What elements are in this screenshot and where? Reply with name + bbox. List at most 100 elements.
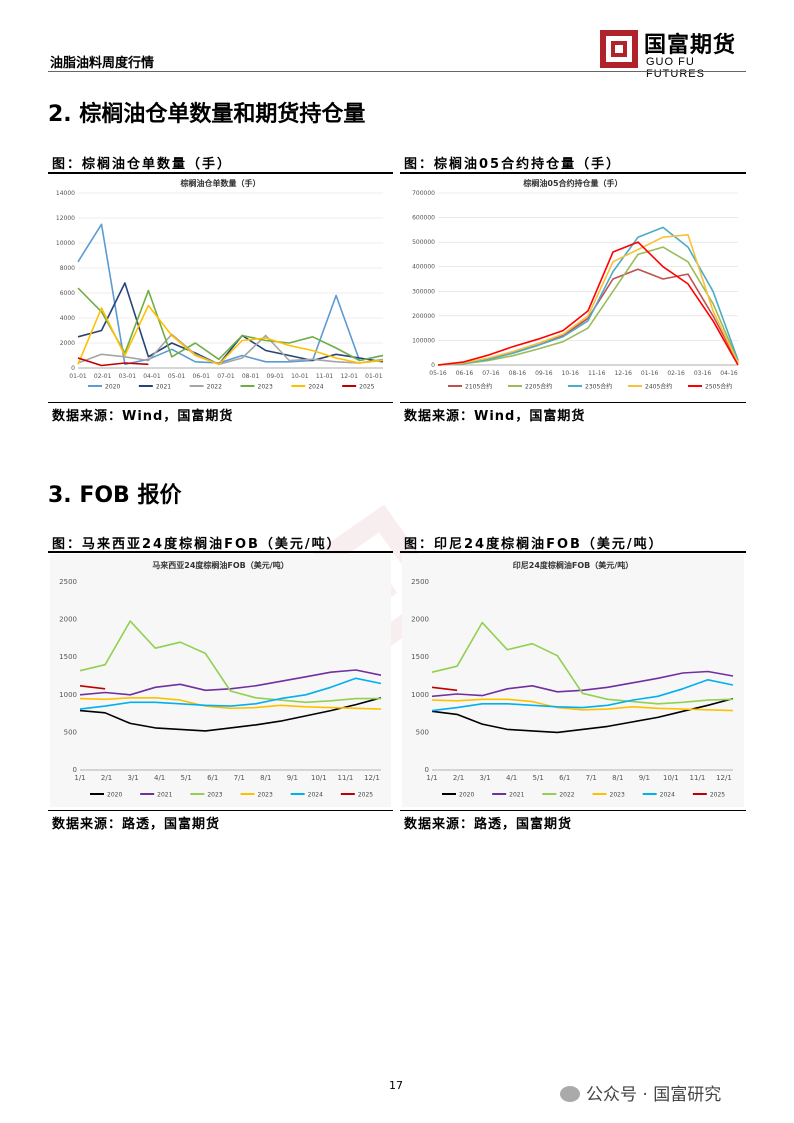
x-tick-label: 12-16 <box>614 370 632 377</box>
series-line-2305合约 <box>437 226 739 366</box>
figure-caption-4: 图：印尼24度棕榈油FOB（美元/吨） <box>404 537 664 552</box>
chart-malaysia-fob: 马来西亚24度棕榈油FOB（美元/吨） 0 500 1000 1500 2000 2500 1… <box>50 554 391 807</box>
x-tick-label: 12/1 <box>716 774 732 782</box>
x-tick-label: 5/1 <box>181 774 192 782</box>
y-tick-label: 2000 <box>59 616 77 624</box>
section-heading-2: 2. 棕榈油仓单数量和期货持仓量 <box>48 102 366 127</box>
x-tick-label: 10-01 <box>291 373 309 380</box>
y-tick-label: 8000 <box>60 265 75 272</box>
y-tick-label: 1000 <box>411 691 429 699</box>
x-tick-label: 9/1 <box>639 774 650 782</box>
chart-indonesia-fob: 印尼24度棕榈油FOB（美元/吨） 0 500 1000 1500 2000 2500 1/1… <box>402 554 744 807</box>
series-line-2023 <box>79 697 382 710</box>
legend-label: 2025 <box>359 384 374 391</box>
x-tick-label: 01-16 <box>641 370 659 377</box>
legend-label: 2020 <box>459 792 474 799</box>
y-tick-label: 2000 <box>60 340 75 347</box>
legend-label: 2023 <box>258 384 273 391</box>
x-tick-label: 01-01 <box>69 373 87 380</box>
legend-label: 2205合约 <box>525 383 552 391</box>
series-line-2023 <box>431 698 734 712</box>
y-tick-label: 500 <box>416 728 429 736</box>
y-tick-label: 0 <box>425 766 429 774</box>
legend-label: 2025 <box>710 792 725 799</box>
series-line-2023 <box>77 287 384 362</box>
x-tick-label: 8/1 <box>612 774 623 782</box>
x-tick-label: 11-01 <box>316 373 334 380</box>
series-line-2022 <box>431 621 734 705</box>
chart-background <box>402 175 744 399</box>
chart-open-interest: 棕榈油05合约持仓量（手） 0 100000 200000 300000 400000 50… <box>402 175 744 399</box>
wechat-icon <box>560 1086 580 1102</box>
wechat-account-label: 公众号 · 国富研究 <box>560 1080 721 1105</box>
series-line-2024 <box>79 677 382 710</box>
y-tick-label: 2000 <box>411 616 429 624</box>
series-line-2021 <box>431 670 734 698</box>
figure-source-2: 数据来源：Wind，国富期货 <box>404 409 586 424</box>
x-tick-label: 07-01 <box>217 373 235 380</box>
y-tick-label: 10000 <box>56 240 75 247</box>
legend-label: 2022 <box>559 792 574 799</box>
series-line-2025 <box>431 686 458 692</box>
figure-rule-3 <box>48 551 393 553</box>
legend-label: 2023 <box>258 792 273 799</box>
wechat-account-text: 公众号 · 国富研究 <box>586 1085 722 1105</box>
chart-title: 马来西亚24度棕榈油FOB（美元/吨） <box>152 560 288 570</box>
legend-label: 2024 <box>660 792 675 799</box>
x-tick-label: 1/1 <box>74 774 85 782</box>
x-tick-label: 10-16 <box>562 370 580 377</box>
legend-label: 2020 <box>107 792 122 799</box>
logo-cn-text: 国富期货 <box>644 33 737 58</box>
x-tick-label: 06-01 <box>193 373 211 380</box>
legend-label: 2305合约 <box>585 383 612 391</box>
x-tick-label: 11-16 <box>588 370 606 377</box>
logo-mark-icon <box>600 30 638 68</box>
logo-en-text: GUO FU FUTURES <box>646 56 705 80</box>
y-tick-label: 2500 <box>411 578 429 586</box>
y-tick-label: 1500 <box>59 653 77 661</box>
x-tick-label: 07-16 <box>482 370 500 377</box>
company-logo: 国富期货 GUO FU FUTURES <box>600 30 750 80</box>
y-tick-label: 500 <box>64 728 77 736</box>
page-number: 17 <box>389 1079 403 1092</box>
legend-label: 2020 <box>105 384 120 391</box>
legend-label: 2022 <box>207 384 222 391</box>
x-tick-label: 4/1 <box>506 774 517 782</box>
y-tick-label: 200000 <box>412 313 435 320</box>
figure-source-4: 数据来源：路透，国富期货 <box>404 817 573 832</box>
figure-source-1: 数据来源：Wind，国富期货 <box>52 409 234 424</box>
x-tick-label: 5/1 <box>533 774 544 782</box>
series-line-2021 <box>79 669 382 696</box>
x-tick-label: 04-16 <box>720 370 738 377</box>
x-tick-label: 12-01 <box>340 373 358 380</box>
series-line-2021 <box>77 282 384 366</box>
legend-label: 2023 <box>610 792 625 799</box>
source-rule-1 <box>48 402 393 403</box>
y-tick-label: 6000 <box>60 290 75 297</box>
y-tick-label: 500000 <box>412 239 435 246</box>
x-tick-label: 11/1 <box>690 774 706 782</box>
figure-caption-3: 图：马来西亚24度棕榈油FOB（美元/吨） <box>52 537 342 552</box>
x-tick-label: 10/1 <box>311 774 327 782</box>
y-tick-label: 0 <box>71 365 75 372</box>
source-rule-4 <box>400 810 746 811</box>
y-tick-label: 400000 <box>412 264 435 271</box>
figure-caption-2: 图：棕榈油05合约持仓量（手） <box>404 157 622 172</box>
x-tick-label: 6/1 <box>207 774 218 782</box>
series-line-2020 <box>431 697 734 734</box>
section-heading-3: 3. FOB 报价 <box>48 483 182 508</box>
legend-label: 2024 <box>308 792 323 799</box>
figure-caption-1: 图：棕榈油仓单数量（手） <box>52 157 233 172</box>
figure-source-3: 数据来源：路透，国富期货 <box>52 817 221 832</box>
y-tick-label: 4000 <box>60 315 75 322</box>
x-tick-label: 05-01 <box>168 373 186 380</box>
x-tick-label: 6/1 <box>559 774 570 782</box>
legend-label: 2405合约 <box>645 383 672 391</box>
x-tick-label: 2/1 <box>101 774 112 782</box>
figure-rule-4 <box>400 551 746 553</box>
figure-rule-1 <box>48 172 393 174</box>
legend-label: 2505合约 <box>705 383 732 391</box>
figure-rule-2 <box>400 172 746 174</box>
x-tick-label: 05-16 <box>429 370 447 377</box>
x-tick-label: 1/1 <box>426 774 437 782</box>
